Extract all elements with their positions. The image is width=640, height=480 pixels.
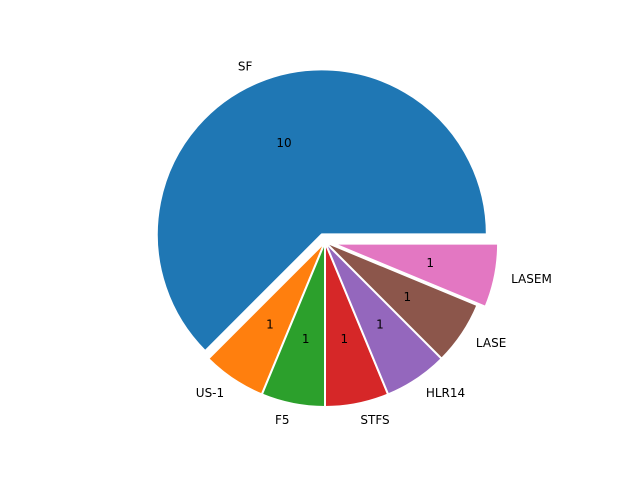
- slice-value-hlr14: 1: [376, 317, 384, 331]
- slice-label-hlr14: HLR14: [426, 386, 465, 400]
- pie-labels: SF 10 US-1 1 F5 1 STFS 1 HLR14 1 LASE 1 LASEM 1: [196, 60, 552, 427]
- slice-label-sf: SF: [238, 60, 253, 74]
- pie-slice-sf: [155, 68, 488, 353]
- slice-label-lasem: LASEM: [511, 272, 552, 286]
- slice-value-sf: 10: [276, 136, 291, 150]
- pie-wedges: [155, 68, 500, 408]
- slice-label-f5: F5: [275, 413, 290, 427]
- slice-value-lase: 1: [403, 290, 411, 304]
- slice-label-lase: LASE: [476, 336, 506, 350]
- slice-value-lasem: 1: [426, 256, 434, 270]
- pie-slice-lasem: [332, 242, 500, 308]
- slice-value-f5: 1: [302, 332, 310, 346]
- slice-value-us-1: 1: [266, 317, 274, 331]
- slice-label-stfs: STFS: [360, 413, 389, 427]
- slice-label-us-1: US-1: [196, 386, 224, 400]
- pie-slice-lase: [324, 241, 479, 360]
- slice-value-stfs: 1: [340, 332, 348, 346]
